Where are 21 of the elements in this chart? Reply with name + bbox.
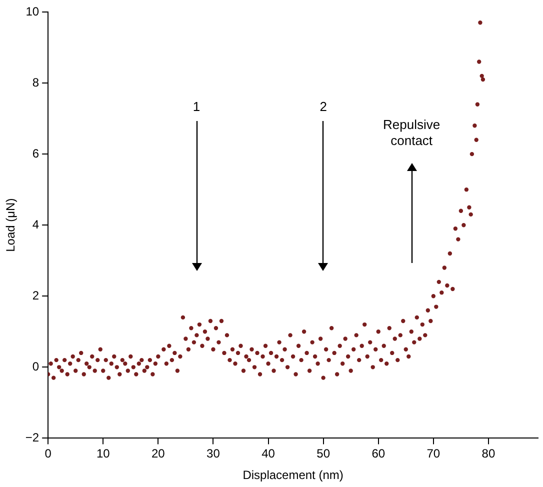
y-tick-label: 4 xyxy=(32,217,40,232)
x-tick-label: 50 xyxy=(316,446,330,461)
x-tick-label: 30 xyxy=(206,446,220,461)
x-tick-label: 20 xyxy=(151,446,166,461)
x-tick-label: 80 xyxy=(482,446,496,461)
x-axis-title: Displacement (nm) xyxy=(242,468,344,482)
annotation: 1 xyxy=(192,99,202,116)
annotation: 2 xyxy=(318,99,328,116)
y-tick-label: 6 xyxy=(32,146,40,160)
y-axis-title: Load (μN) xyxy=(4,198,18,252)
x-tick-label: 10 xyxy=(96,446,110,461)
y-tick-label: 8 xyxy=(32,75,40,90)
y-tick-label: 10 xyxy=(26,4,40,18)
y-tick-label: 2 xyxy=(32,288,40,302)
y-tick-label: −2 xyxy=(25,430,40,445)
x-tick-label: 60 xyxy=(372,446,386,461)
x-tick-label: 0 xyxy=(44,446,52,461)
x-tick-label: 40 xyxy=(262,446,276,461)
x-tick-label: 70 xyxy=(426,446,440,461)
y-tick-label: 0 xyxy=(32,359,40,374)
annotation: Repulsive contact xyxy=(382,116,442,149)
